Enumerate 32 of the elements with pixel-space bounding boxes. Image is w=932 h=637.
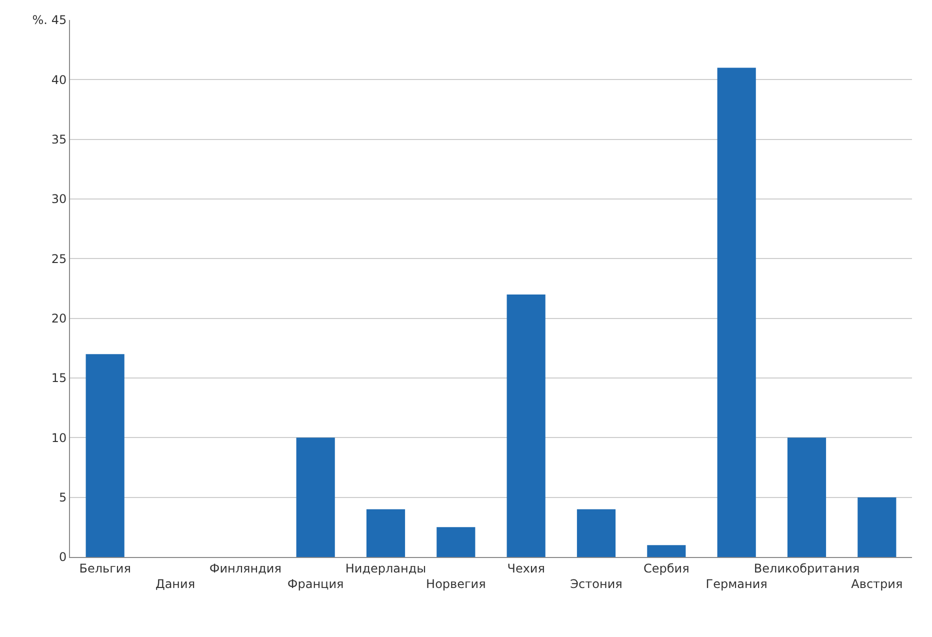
y-tick-label: %. 45: [32, 13, 67, 28]
x-tick-label: Германия: [706, 577, 768, 591]
x-tick-label: Финляндия: [209, 561, 282, 576]
bar: [858, 497, 896, 557]
bar: [787, 438, 826, 557]
y-tick-label: 35: [51, 132, 67, 147]
x-tick-label: Норвегия: [426, 577, 486, 591]
bar: [296, 438, 335, 557]
bar: [436, 527, 476, 557]
x-tick-label: Чехия: [507, 561, 545, 576]
x-tick-label: Бельгия: [79, 561, 131, 576]
bar: [366, 509, 406, 557]
bar: [506, 294, 546, 557]
bar: [717, 68, 756, 557]
x-tick-label: Дания: [155, 577, 196, 591]
x-tick-label: Нидерланды: [345, 561, 426, 576]
y-tick-label: 10: [51, 430, 67, 445]
y-tick-label: 15: [51, 371, 67, 386]
y-tick-label: 40: [51, 72, 67, 87]
x-tick-label: Великобритания: [754, 561, 860, 576]
bar: [647, 545, 686, 557]
y-tick-label: 0: [58, 550, 67, 564]
y-tick-label: 30: [51, 192, 67, 206]
x-tick-label: Франция: [287, 577, 344, 591]
bar: [86, 354, 124, 557]
x-tick-label: Сербия: [644, 561, 690, 576]
y-tick-label: 25: [51, 252, 67, 266]
x-tick-label: Австрия: [851, 577, 903, 591]
x-tick-label: Эстония: [570, 577, 622, 591]
y-tick-label: 5: [58, 490, 67, 505]
bar: [576, 509, 616, 557]
y-tick-label: 20: [51, 312, 67, 326]
